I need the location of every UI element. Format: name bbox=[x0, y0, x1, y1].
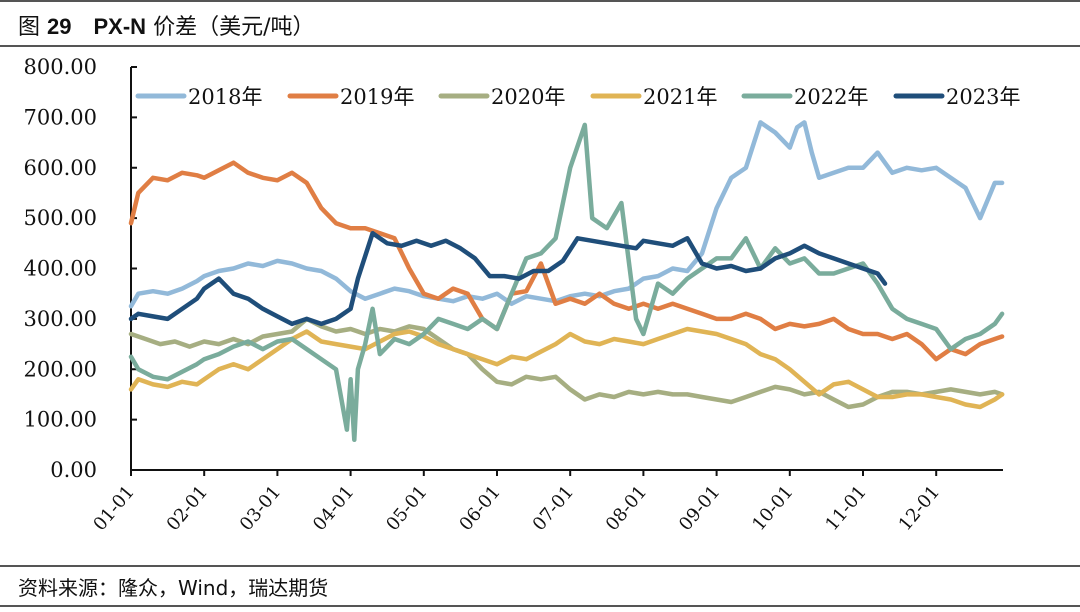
x-tick-label: 04-01 bbox=[309, 482, 358, 535]
source-rule-top bbox=[0, 565, 1080, 567]
legend-label: 2019年 bbox=[340, 85, 414, 109]
x-tick-label: 08-01 bbox=[602, 482, 651, 535]
series-line-2018 bbox=[128, 120, 1005, 309]
x-tick-label: 01-01 bbox=[89, 482, 138, 535]
x-tick-label: 12-01 bbox=[895, 482, 944, 535]
x-tick-label: 10-01 bbox=[748, 482, 797, 535]
y-tick-label: 600.00 bbox=[24, 156, 97, 180]
x-tick-label: 09-01 bbox=[675, 482, 724, 535]
y-tick-label: 400.00 bbox=[24, 257, 97, 281]
y-tick-label: 300.00 bbox=[24, 307, 97, 331]
x-tick-label: 07-01 bbox=[529, 482, 578, 535]
y-tick-label: 800.00 bbox=[24, 55, 97, 79]
y-tick-label: 100.00 bbox=[24, 408, 97, 432]
series-line-2022 bbox=[128, 122, 1005, 443]
legend-label: 2023年 bbox=[946, 85, 1020, 109]
figure-label: 图 bbox=[18, 15, 41, 40]
legend-label: 2021年 bbox=[643, 85, 717, 109]
figure-title: 图 29 PX-N 价差（美元/吨） bbox=[18, 9, 314, 41]
top-rule bbox=[0, 0, 1080, 2]
x-tick-label: 06-01 bbox=[455, 482, 504, 535]
series-line-2019 bbox=[128, 160, 1005, 362]
title-rest: 价差（美元/吨） bbox=[153, 15, 315, 40]
legend-label: 2018年 bbox=[188, 85, 262, 109]
x-tick-label: 11-01 bbox=[821, 482, 870, 535]
source-rule-bottom bbox=[0, 605, 1080, 607]
x-tick-label: 05-01 bbox=[382, 482, 431, 535]
y-tick-label: 200.00 bbox=[24, 357, 97, 381]
y-tick-label: 700.00 bbox=[24, 105, 97, 129]
x-tick-label: 03-01 bbox=[236, 482, 285, 535]
title-rule bbox=[0, 45, 1080, 47]
y-axis: 0.00 100.00 200.00 300.00 400.00 500.00 600.00… bbox=[24, 55, 137, 482]
x-axis: 01-01 02-01 03-01 04-01 05-01 06-01 07-01 08-01… bbox=[89, 469, 1003, 535]
series-lines bbox=[128, 120, 1005, 443]
line-chart: 0.00 100.00 200.00 300.00 400.00 500.00 600.00… bbox=[24, 55, 1021, 535]
series-line-2021 bbox=[128, 326, 1005, 410]
legend-label: 2020年 bbox=[491, 85, 565, 109]
figure-number: 29 bbox=[47, 14, 72, 39]
source-note: 资料来源：隆众，Wind，瑞达期货 bbox=[18, 576, 329, 600]
title-main: PX-N bbox=[93, 14, 147, 39]
legend: 2018年 2019年 2020年 2021年 2022年 2023年 bbox=[135, 85, 1020, 109]
x-tick-label: 02-01 bbox=[163, 482, 212, 535]
series-line-2020 bbox=[128, 316, 1005, 410]
series-line-2023 bbox=[128, 230, 888, 327]
y-tick-label: 0.00 bbox=[50, 458, 97, 482]
legend-label: 2022年 bbox=[794, 85, 868, 109]
y-tick-label: 500.00 bbox=[24, 206, 97, 230]
